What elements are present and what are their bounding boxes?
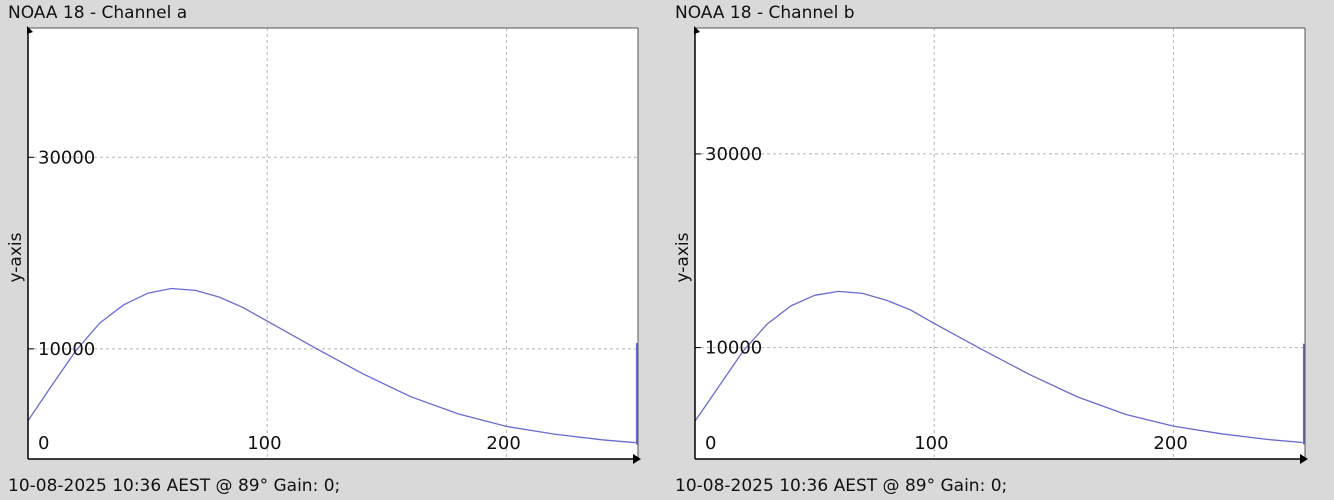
x-tick-label: 200 bbox=[486, 433, 520, 454]
series-line bbox=[27, 287, 636, 444]
chart-panel-channel-b: NOAA 18 - Channel b 0 100 200 10000 30000 y-a… bbox=[667, 0, 1327, 500]
y-axis-arrow bbox=[27, 26, 33, 34]
series-line bbox=[694, 290, 1303, 444]
chart-plot: 0 100 200 10000 30000 y-axis bbox=[673, 26, 1308, 464]
y-tick-label: 30000 bbox=[705, 144, 762, 165]
x-tick-label: 0 bbox=[705, 433, 716, 454]
plot-area bbox=[28, 28, 638, 459]
y-axis-label: y-axis bbox=[673, 232, 693, 282]
x-axis-arrow bbox=[1300, 454, 1308, 464]
x-tick-label: 0 bbox=[38, 433, 49, 454]
chart-footer: 10-08-2025 10:36 AEST @ 89° Gain: 0; bbox=[8, 476, 341, 496]
x-tick-label: 100 bbox=[247, 433, 281, 454]
y-axis-label: y-axis bbox=[6, 232, 26, 282]
chart-panel-channel-a: NOAA 18 - Channel a 0 100 200 10000 30000 y-a… bbox=[0, 0, 660, 500]
y-tick-label: 30000 bbox=[38, 147, 95, 168]
chart-footer: 10-08-2025 10:36 AEST @ 89° Gain: 0; bbox=[675, 476, 1008, 496]
chart-plot: 0 100 200 10000 30000 y-axis bbox=[6, 26, 641, 464]
y-tick-label: 10000 bbox=[705, 338, 762, 359]
y-tick-label: 10000 bbox=[38, 339, 95, 360]
x-tick-label: 200 bbox=[1153, 433, 1187, 454]
y-axis-arrow bbox=[694, 26, 700, 34]
x-axis-arrow bbox=[633, 454, 641, 464]
x-tick-label: 100 bbox=[914, 433, 948, 454]
chart-title: NOAA 18 - Channel b bbox=[675, 3, 855, 23]
plot-area bbox=[695, 28, 1305, 459]
chart-title: NOAA 18 - Channel a bbox=[8, 3, 188, 23]
